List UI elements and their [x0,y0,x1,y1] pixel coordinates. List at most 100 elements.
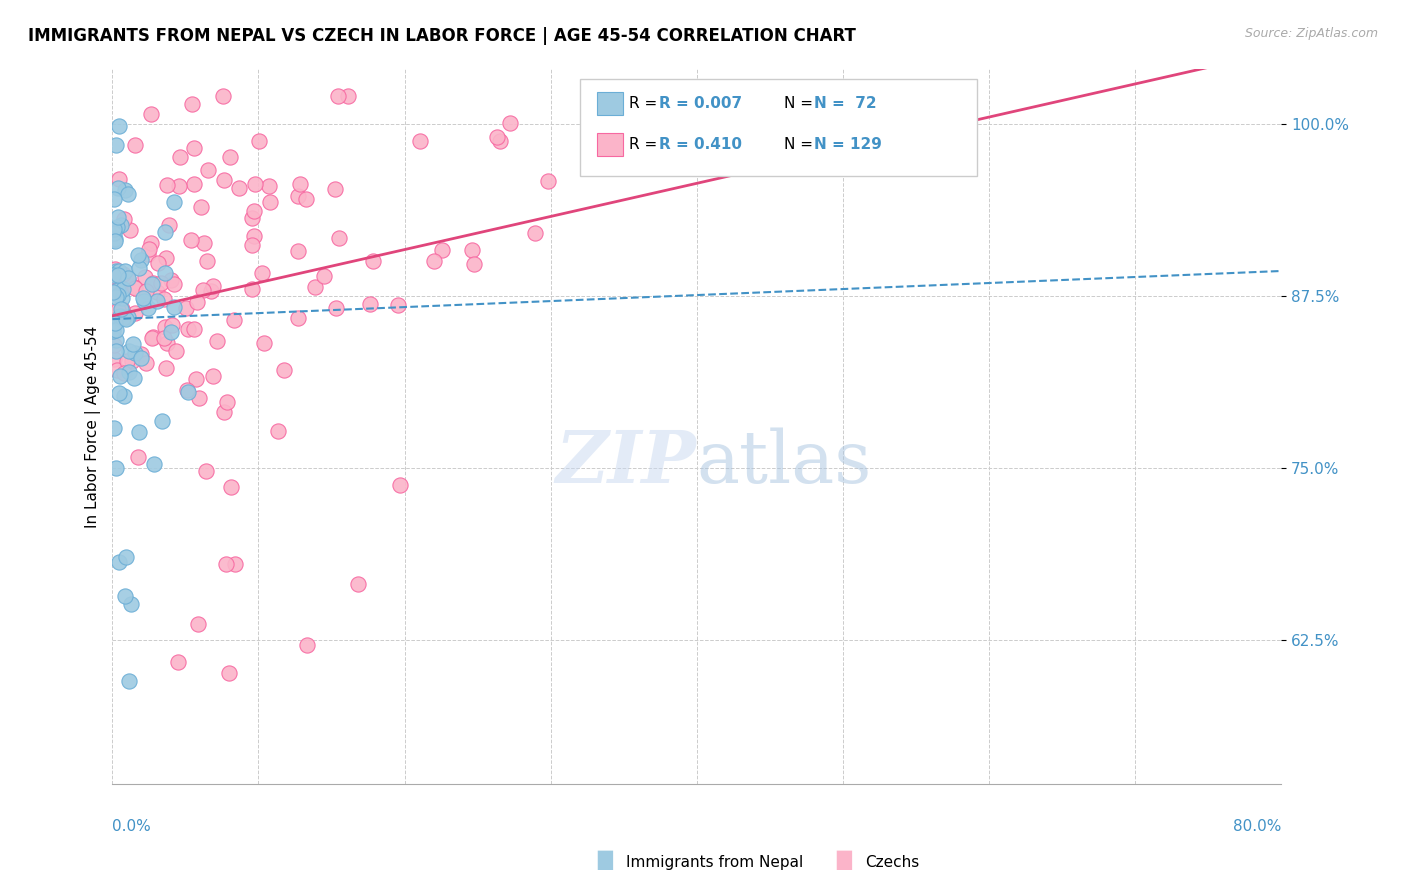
Point [197,163,219,178]
Point [155,251,177,265]
Point [253,335,276,350]
Point [103,226,125,240]
Point [103,324,125,338]
Point [111,311,134,326]
Point [104,343,127,358]
Text: █: █ [837,850,851,870]
Point [131,253,153,268]
Point [259,194,281,209]
Point [111,267,134,281]
Point [200,285,222,299]
Point [142,276,165,290]
Point [160,318,183,332]
Point [212,173,235,187]
Point [136,301,159,316]
Point [267,424,290,438]
Point [118,344,141,359]
Point [110,310,132,324]
Point [243,203,266,218]
Point [108,119,131,133]
Point [105,219,128,234]
Point [103,421,125,435]
Point [304,280,326,294]
Point [105,460,128,475]
Bar [598,92,623,115]
Point [104,221,127,235]
Point [103,321,125,335]
Text: R = 0.007: R = 0.007 [659,96,742,112]
Point [325,301,347,315]
Point [167,179,190,194]
Point [149,276,172,290]
Point [409,134,432,148]
Point [153,292,176,306]
Point [157,218,180,232]
Point [138,247,160,261]
Point [312,268,335,283]
Point [346,577,368,591]
Point [139,107,162,121]
Point [117,271,139,285]
Point [165,344,187,359]
Point [287,244,309,258]
Point [247,134,270,148]
Point [107,181,129,195]
Point [228,180,250,194]
Point [146,285,169,299]
Point [250,266,273,280]
Point [142,330,165,344]
Point [104,266,127,280]
Point [124,346,146,360]
Point [135,355,157,369]
Point [115,354,138,368]
Point [176,384,198,398]
Point [104,333,127,347]
Point [163,277,186,292]
Point [184,372,207,386]
Text: Immigrants from Nepal: Immigrants from Nepal [626,855,803,870]
Point [153,330,176,344]
Point [212,405,235,419]
Point [103,352,125,367]
Point [287,311,309,326]
Point [202,279,225,293]
Point [107,282,129,296]
Point [122,371,145,385]
Point [155,361,177,376]
Point [105,274,128,288]
Point [122,279,145,293]
Point [295,192,318,206]
Y-axis label: In Labor Force | Age 45-54: In Labor Force | Age 45-54 [86,326,101,527]
Text: █: █ [598,850,612,870]
Point [132,291,155,305]
Point [640,89,662,103]
Point [153,266,176,280]
Point [169,150,191,164]
Point [111,291,134,305]
Point [112,211,135,226]
Point [215,557,238,571]
Point [183,322,205,336]
Point [295,638,318,652]
Point [328,231,350,245]
Point [105,291,128,305]
Point [127,450,149,464]
Point [104,264,127,278]
Point [423,253,446,268]
Point [107,303,129,318]
Point [121,353,143,368]
Text: N =: N = [785,96,818,112]
Point [523,226,546,240]
Point [105,362,128,376]
Point [104,271,127,285]
Point [107,264,129,278]
Point [107,288,129,302]
Point [118,673,141,688]
Text: 0.0%: 0.0% [112,819,152,834]
Point [153,319,176,334]
Point [174,301,197,316]
Point [287,188,309,202]
Point [163,300,186,314]
Point [138,242,160,256]
Point [359,297,381,311]
